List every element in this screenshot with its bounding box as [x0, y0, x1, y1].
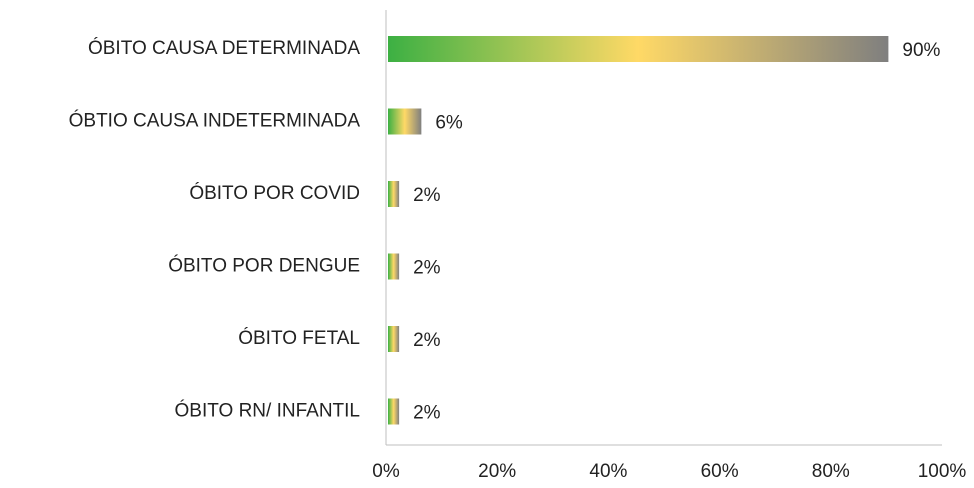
data-label: 2%: [413, 185, 441, 206]
bar: [388, 108, 422, 135]
y-tick-label: ÓBITO POR COVID: [189, 182, 360, 204]
bar: [388, 398, 400, 425]
x-tick-label: 100%: [918, 461, 967, 482]
y-tick-label: ÓBITO POR DENGUE: [168, 255, 360, 277]
x-tick-label: 20%: [478, 461, 516, 482]
y-tick-label: ÓBITO CAUSA DETERMINADA: [88, 37, 360, 59]
data-label: 2%: [413, 258, 441, 279]
bar: [388, 253, 400, 280]
data-label: 2%: [413, 403, 441, 424]
x-tick-label: 0%: [372, 461, 400, 482]
bar: [388, 36, 889, 62]
bar: [388, 326, 400, 352]
data-label: 2%: [413, 330, 441, 351]
x-tick-label: 80%: [812, 461, 850, 482]
bar: [388, 181, 400, 207]
data-label: 6%: [435, 113, 463, 134]
x-tick-label: 60%: [701, 461, 739, 482]
y-tick-label: ÓBTIO CAUSA INDETERMINADA: [69, 110, 361, 132]
y-tick-label: ÓBITO FETAL: [238, 327, 360, 349]
y-tick-label: ÓBITO RN/ INFANTIL: [175, 400, 360, 422]
x-tick-label: 40%: [589, 461, 627, 482]
data-label: 90%: [902, 40, 940, 61]
